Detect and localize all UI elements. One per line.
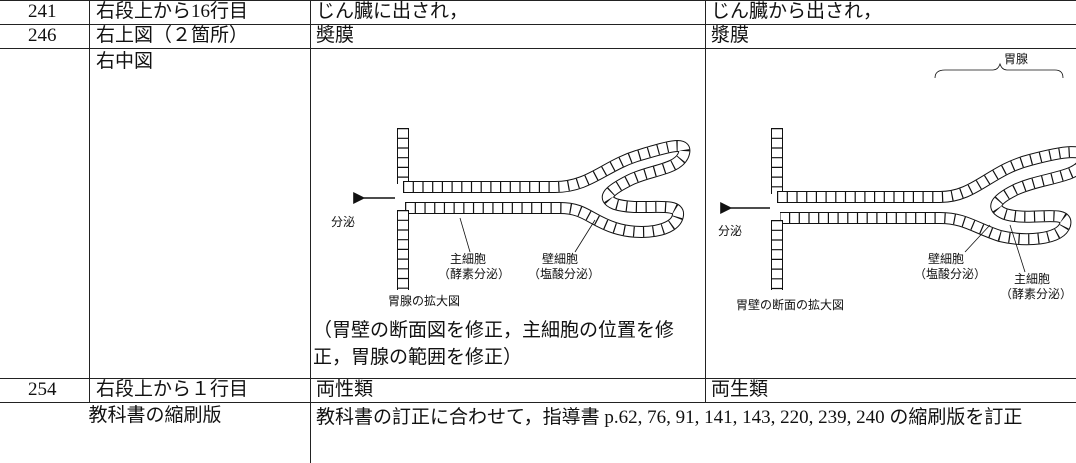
label: （酵素分泌） <box>1000 287 1073 301</box>
label: 分泌 <box>331 215 356 229</box>
after: じん臓から出され， <box>711 1 883 22</box>
label: 胃腺 <box>1004 52 1029 66</box>
page-number: 241 <box>28 1 57 22</box>
label: 壁細胞 <box>928 252 965 266</box>
page-number: 254 <box>28 379 57 400</box>
label: （酵素分泌） <box>438 267 511 281</box>
after: 両生類 <box>711 379 769 400</box>
label: 分泌 <box>718 224 743 238</box>
note: （胃壁の断面図を修正，主細胞の位置を修正，胃腺の範囲を修正） <box>313 320 675 368</box>
before: 奬膜 <box>316 25 355 46</box>
footer-text: 教科書の訂正に合わせて，指導書 p.62, 76, 91, 141, 143, … <box>316 407 1023 428</box>
label: （塩酸分泌） <box>528 267 601 281</box>
figure-caption: 胃壁の断面の拡大図 <box>736 298 845 312</box>
figure-caption: 胃腺の拡大図 <box>388 294 461 308</box>
after: 漿膜 <box>711 25 750 46</box>
cell-layer <box>777 147 1076 245</box>
location: 右中図 <box>96 51 154 72</box>
label: 壁細胞 <box>542 252 579 266</box>
location: 右段上から16行目 <box>96 1 249 22</box>
location: 右上図（２箇所） <box>96 25 249 46</box>
before: 両性類 <box>316 379 374 400</box>
label: 主細胞 <box>1014 272 1051 286</box>
label: （塩酸分泌） <box>914 267 987 281</box>
label: 主細胞 <box>450 252 487 266</box>
page-number: 246 <box>28 25 57 46</box>
cell-layer <box>403 141 690 237</box>
location: 右段上から１行目 <box>96 379 249 400</box>
diagrams <box>397 128 1076 290</box>
before: じん臓に出され， <box>316 1 469 22</box>
footer-label: 教科書の縮刷版 <box>88 405 222 426</box>
